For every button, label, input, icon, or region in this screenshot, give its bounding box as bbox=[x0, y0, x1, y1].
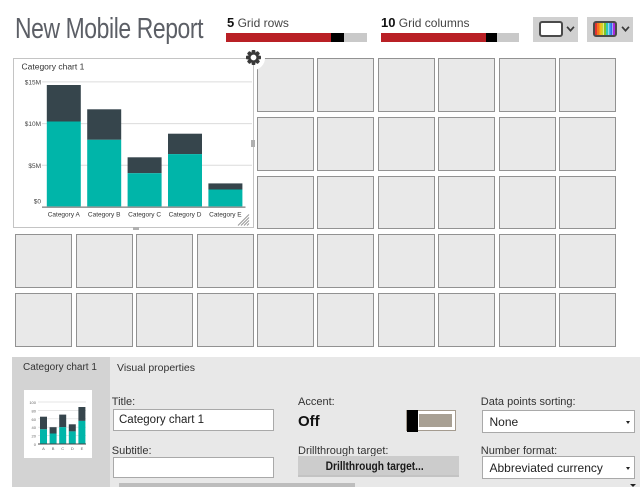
svg-text:A: A bbox=[42, 446, 45, 451]
svg-text:0: 0 bbox=[33, 442, 36, 447]
svg-text:D: D bbox=[70, 446, 73, 451]
svg-text:$0: $0 bbox=[33, 198, 41, 205]
svg-text:$15M: $15M bbox=[24, 79, 40, 86]
svg-text:Category C: Category C bbox=[128, 211, 161, 218]
svg-text:80: 80 bbox=[31, 408, 36, 413]
svg-text:Category chart 1: Category chart 1 bbox=[21, 61, 84, 71]
svg-text:$10M: $10M bbox=[24, 121, 40, 128]
svg-text:20: 20 bbox=[31, 433, 36, 438]
svg-text:Category B: Category B bbox=[87, 211, 120, 218]
svg-text:60: 60 bbox=[31, 416, 36, 421]
svg-text:B: B bbox=[51, 446, 54, 451]
svg-text:Category E: Category E bbox=[209, 211, 242, 218]
svg-text:Category D: Category D bbox=[168, 211, 201, 218]
svg-text:$5M: $5M bbox=[28, 163, 41, 170]
svg-text:C: C bbox=[61, 446, 64, 451]
svg-text:40: 40 bbox=[31, 425, 36, 430]
svg-text:Category A: Category A bbox=[47, 211, 80, 218]
svg-text:100: 100 bbox=[29, 400, 36, 405]
svg-text:E: E bbox=[80, 446, 83, 451]
